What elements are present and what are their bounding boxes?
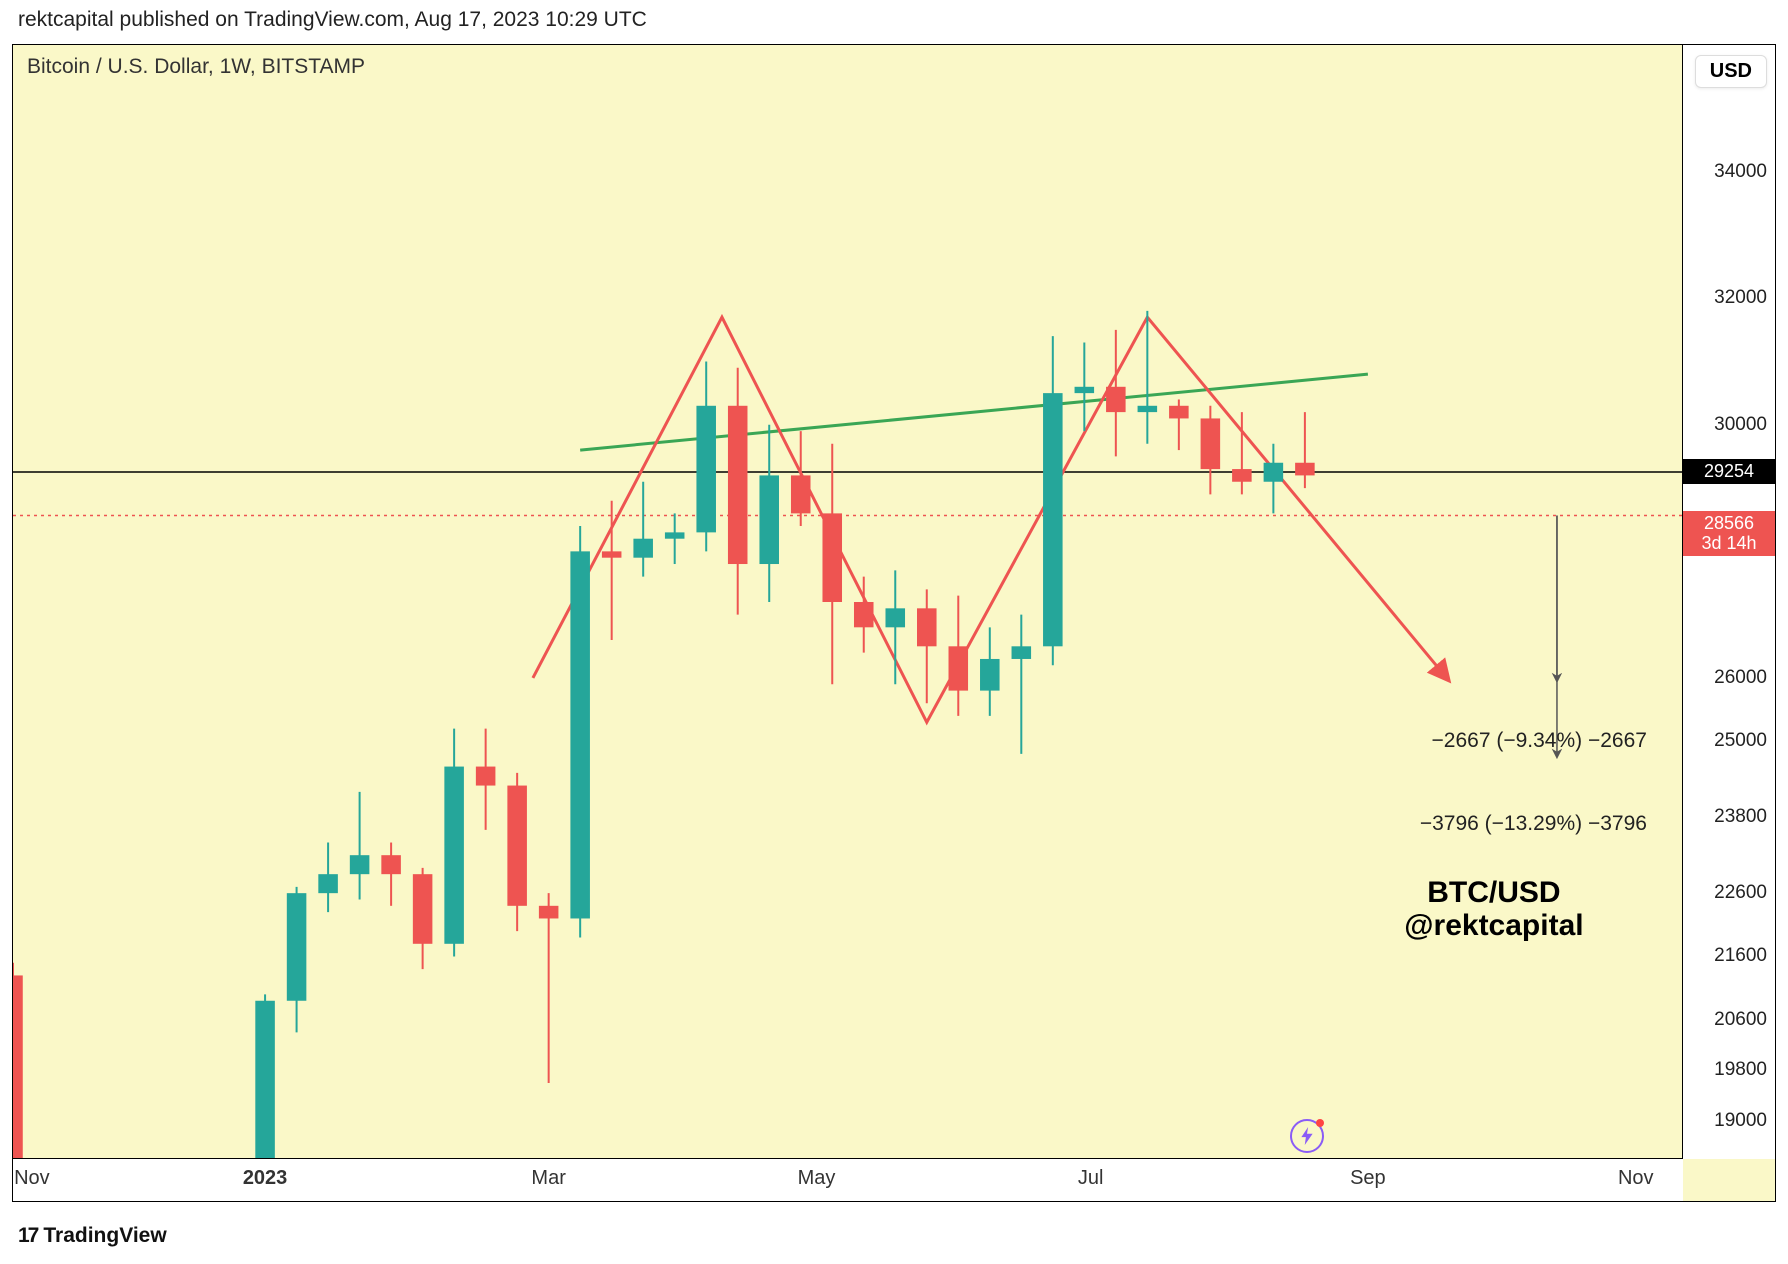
publish-header: rektcapital published on TradingView.com…: [0, 0, 1788, 38]
time-tick: May: [798, 1167, 836, 1190]
time-tick: Nov: [1618, 1167, 1654, 1190]
price-tick: 26000: [1714, 667, 1767, 689]
time-axis[interactable]: Nov 2023 Mar May Jul Sep Nov: [13, 1158, 1683, 1201]
chart-plot-area[interactable]: Bitcoin / U.S. Dollar, 1W, BITSTAMP −266…: [13, 45, 1683, 1159]
symbol-label: Bitcoin / U.S. Dollar, 1W, BITSTAMP: [27, 55, 365, 79]
price-tick: 30000: [1714, 414, 1767, 436]
replay-icon[interactable]: [1290, 1119, 1324, 1153]
price-label-current: 29254: [1683, 459, 1775, 484]
price-tick: 32000: [1714, 287, 1767, 309]
tradingview-logo-icon: 17: [18, 1224, 37, 1248]
price-tick: 19000: [1714, 1110, 1767, 1132]
price-label-last: 285663d 14h: [1683, 511, 1775, 556]
price-tick: 25000: [1714, 730, 1767, 752]
currency-selector[interactable]: USD: [1695, 55, 1767, 88]
tradingview-label: TradingView: [43, 1224, 166, 1248]
chart-frame: Bitcoin / U.S. Dollar, 1W, BITSTAMP −266…: [12, 44, 1776, 1202]
time-tick: 2023: [243, 1167, 288, 1190]
tradingview-footer: 17 TradingView: [18, 1224, 167, 1248]
price-tick: 23800: [1714, 806, 1767, 828]
price-tick: 34000: [1714, 161, 1767, 183]
price-tick: 21600: [1714, 945, 1767, 967]
price-target-label: −2667 (−9.34%) −2667: [1347, 729, 1647, 753]
price-tick: 19800: [1714, 1059, 1767, 1081]
time-tick: Mar: [531, 1167, 565, 1190]
time-tick: Sep: [1350, 1167, 1386, 1190]
time-tick: Jul: [1078, 1167, 1104, 1190]
price-target-label: −3796 (−13.29%) −3796: [1347, 812, 1647, 836]
price-tick: 22600: [1714, 882, 1767, 904]
price-tick: 20600: [1714, 1009, 1767, 1031]
author-watermark: BTC/USD@rektcapital: [1374, 876, 1614, 942]
price-axis[interactable]: USD 34000 32000 30000 26000 25000 23800 22600 21…: [1682, 45, 1775, 1159]
time-tick: Nov: [14, 1167, 50, 1190]
